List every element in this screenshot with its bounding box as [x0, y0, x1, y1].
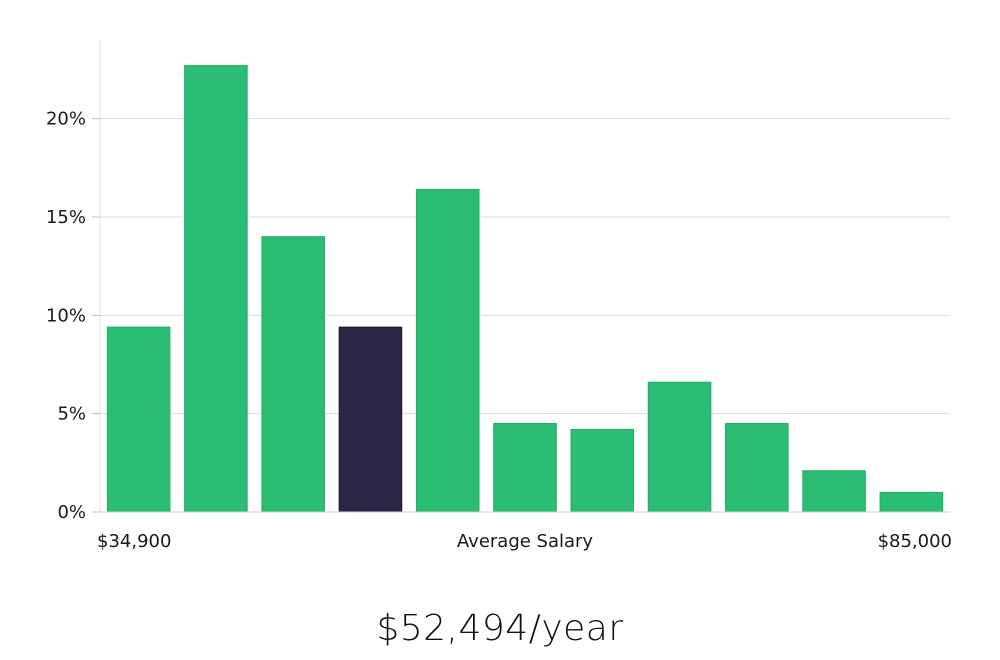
x-min-label: $34,900	[97, 531, 171, 552]
bar	[415, 188, 480, 513]
y-axis: 0% 5% 10% 15% 20%	[46, 40, 101, 523]
bar	[570, 428, 635, 513]
y-tick-label: 5%	[57, 404, 86, 425]
bar	[106, 326, 171, 513]
bar	[261, 236, 325, 513]
y-tick-label: 15%	[46, 207, 86, 228]
y-tick-label: 20%	[46, 109, 86, 130]
bar	[725, 423, 789, 513]
x-center-label: Average Salary	[457, 531, 594, 552]
average-salary-value: $52,494/year	[376, 608, 624, 649]
bars	[106, 65, 944, 513]
x-max-label: $85,000	[878, 531, 952, 552]
bar	[184, 65, 248, 513]
bar-highlighted	[338, 326, 403, 513]
bar	[647, 381, 712, 513]
x-axis: $34,900 Average Salary $85,000	[97, 511, 952, 552]
bar	[493, 423, 557, 513]
y-tick-label: 0%	[57, 502, 86, 523]
salary-distribution-chart: 0% 5% 10% 15% 20% $34,900 Average Salary $85…	[46, 40, 952, 552]
bar	[802, 470, 866, 513]
y-tick-label: 10%	[46, 305, 86, 326]
bar	[879, 491, 944, 513]
